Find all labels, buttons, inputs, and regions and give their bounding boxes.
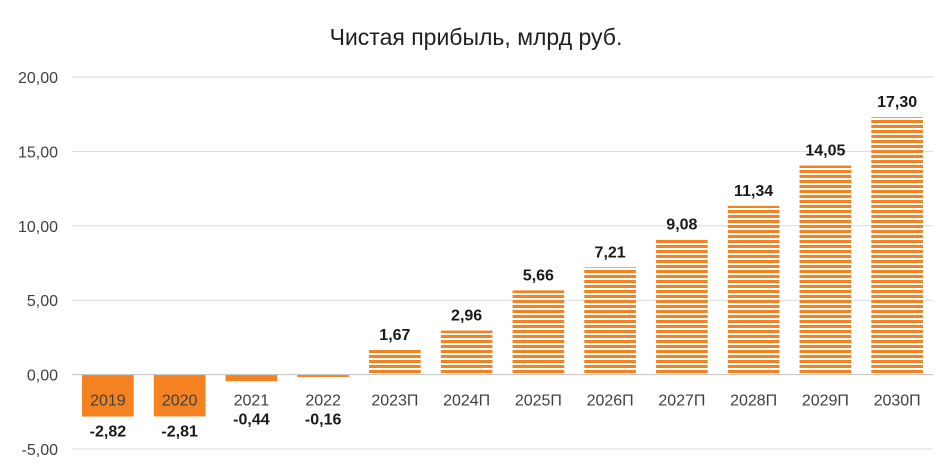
data-label: 17,30	[877, 94, 917, 111]
x-tick-label: 2020	[162, 393, 198, 410]
bar	[656, 239, 708, 375]
bar	[871, 117, 923, 375]
bar	[799, 165, 852, 375]
x-tick-label: 2027П	[658, 393, 705, 410]
x-tick-label: 2026П	[587, 393, 634, 410]
x-tick-label: 2028П	[730, 393, 777, 410]
x-tick-label: 2025П	[515, 393, 562, 410]
x-tick-label: 2019	[90, 393, 126, 410]
data-label: 1,67	[379, 327, 410, 344]
data-label: 11,34	[734, 183, 773, 200]
data-label: 7,21	[595, 244, 626, 261]
bar	[153, 374, 206, 417]
x-tick-label: 2022	[305, 393, 341, 410]
bar	[440, 330, 493, 375]
data-label: -2,82	[90, 424, 127, 441]
y-tick-label: 15,00	[18, 144, 58, 161]
bar	[369, 349, 421, 375]
x-tick-label: 2030П	[874, 393, 921, 410]
data-labels: -2,82 -2,81 -0,44 -0,16 1,67 2,96 5,66 7,21 9,08…	[90, 94, 918, 440]
gridlines	[72, 76, 933, 450]
bar	[297, 374, 349, 377]
bar	[225, 374, 278, 382]
bar	[727, 205, 780, 375]
y-tick-label: -5,00	[22, 442, 59, 459]
chart-title: Чистая прибыль, млрд руб.	[330, 24, 623, 50]
bars	[82, 117, 923, 417]
data-label: 5,66	[523, 267, 554, 284]
y-tick-label: 5,00	[27, 293, 58, 310]
x-tick-label: 2023П	[371, 393, 418, 410]
data-label: -2,81	[161, 423, 198, 440]
x-tick-label: 2021	[234, 393, 270, 410]
bar	[584, 267, 636, 375]
data-label: 2,96	[451, 308, 482, 325]
x-axis: 2019 2020 2021 2022 2023П 2024П 2025П 2026П 2027…	[72, 374, 933, 410]
y-tick-label: 20,00	[18, 70, 58, 87]
data-label: -0,16	[305, 412, 342, 429]
bar	[512, 290, 565, 375]
data-label: 14,05	[805, 143, 845, 160]
data-label: 9,08	[666, 216, 697, 233]
y-tick-label: 10,00	[18, 219, 58, 236]
bar	[82, 374, 134, 417]
x-tick-label: 2029П	[802, 393, 849, 410]
data-label: -0,44	[233, 412, 270, 429]
y-axis: -5,00 0,00 5,00 10,00 15,00 20,00	[18, 70, 58, 459]
x-tick-label: 2024П	[443, 393, 490, 410]
y-tick-label: 0,00	[27, 368, 58, 385]
